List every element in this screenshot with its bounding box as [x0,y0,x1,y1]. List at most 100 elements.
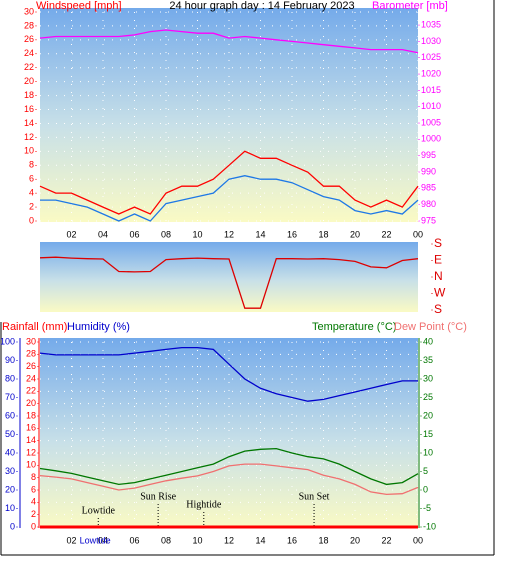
y-tick-label: 2 [29,201,34,211]
y2-tick-label: 990 [421,166,436,176]
annotation: Hightide [186,499,222,510]
y3-tick-label: 40 [423,336,433,346]
x-tick-label: 00 [413,229,423,239]
y-tick-label: 20 [24,76,34,86]
y-tick-label: 0 [31,521,36,531]
y-tick-label: 22 [24,62,34,72]
y-tick-label: 20 [26,398,36,408]
y-tick-label: 14 [24,118,34,128]
x-tick-label: 18 [318,229,328,239]
y2-tick-label: 1000 [421,134,441,144]
y-tick-label: 4 [31,497,36,507]
y-tick-label: 30 [26,336,36,346]
y-tick-label: 28 [26,349,36,359]
y-tick-label: 10 [24,146,34,156]
x-tick-label: 22 [381,535,391,545]
y2-tick-label: 1010 [421,101,441,111]
y2-tick-label: 10 [5,503,15,513]
y2-tick-label: 100 [0,336,15,346]
y3-tick-label: 20 [423,410,433,420]
series-line [39,447,419,486]
y2-tick-label: 1015 [421,85,441,95]
x-tick-label: 16 [287,229,297,239]
y2-tick-label: 70 [5,392,15,402]
annotation: Lowtide [82,505,116,516]
x-tick-label: 08 [161,229,171,239]
x-tick-label: 12 [224,229,234,239]
y-axis-label: Windspeed [mph] [36,0,122,12]
series-line [39,29,419,54]
y2-tick-label: 50 [5,429,15,439]
plot-background [40,242,418,312]
y2-tick-label: 20 [5,484,15,494]
y-tick-label: 16 [26,423,36,433]
x-tick-label: 12 [224,535,234,545]
y-tick-label: 6 [31,484,36,494]
x-tick-label: 02 [66,229,76,239]
x-marker: Lowtide [80,535,111,545]
y-tick-label: 28 [24,20,34,30]
x-tick-label: 06 [129,229,139,239]
y2-tick-label: 1020 [421,68,441,78]
x-tick-label: 10 [192,229,202,239]
y-tick-label: 10 [26,460,36,470]
y3-axis-label: Temperature (°C) [312,321,396,333]
y-tick-label: 0 [29,215,34,225]
y2-tick-label: 80 [5,373,15,383]
plot-background [40,8,418,222]
y-tick-label: 12 [24,132,34,142]
series-line [39,150,419,215]
y2-axis-label: Humidity (%) [67,321,130,333]
y3-tick-label: 10 [423,447,433,457]
plot-background [40,338,418,528]
y2-tick-label: 40 [5,447,15,457]
y-tick-label: 14 [26,435,36,445]
y-tick-label: S [434,236,442,250]
y2-tick-label: 1025 [421,52,441,62]
y-tick-label: 6 [29,174,34,184]
series-line [39,346,418,402]
y-tick-label: 18 [26,410,36,420]
y-axis-label: Rainfall (mm) [2,321,67,333]
x-tick-label: 00 [413,535,423,545]
x-tick-label: 02 [66,535,76,545]
annotation: Sun Rise [140,491,176,502]
y2-tick-label: 90 [5,355,15,365]
y3-tick-label: -10 [423,521,436,531]
x-tick-label: 14 [255,535,265,545]
y-tick-label: 8 [29,160,34,170]
y4-axis-label: Dew Point (°C) [394,321,467,333]
y3-tick-label: 0 [423,484,428,494]
y3-tick-label: 30 [423,373,433,383]
y2-tick-label: 1035 [421,19,441,29]
y2-tick-label: 1005 [421,117,441,127]
x-tick-label: 04 [98,229,108,239]
y3-tick-label: 5 [423,466,428,476]
x-tick-label: 22 [381,229,391,239]
y-tick-label: 24 [26,373,36,383]
y-tick-label: 26 [24,34,34,44]
y-tick-label: 18 [24,90,34,100]
y2-tick-label: 980 [421,199,436,209]
x-tick-label: 20 [350,535,360,545]
y-tick-label: 24 [24,48,34,58]
x-tick-label: 20 [350,229,360,239]
x-tick-label: 08 [161,535,171,545]
y-tick-label: W [434,286,446,300]
y3-tick-label: 35 [423,355,433,365]
y2-tick-label: 0 [10,521,15,531]
x-tick-label: 14 [255,229,265,239]
y-tick-label: 12 [26,447,36,457]
y2-tick-label: 60 [5,410,15,420]
y2-tick-label: 985 [421,183,436,193]
x-tick-label: 16 [287,535,297,545]
series-line [39,463,419,496]
x-tick-label: 04 [98,535,108,545]
y-tick-label: 26 [26,361,36,371]
y-tick-label: 22 [26,386,36,396]
y-tick-label: 30 [24,6,34,16]
y3-tick-label: 25 [423,392,433,402]
series-line [40,175,419,222]
y3-tick-label: -5 [423,503,431,513]
